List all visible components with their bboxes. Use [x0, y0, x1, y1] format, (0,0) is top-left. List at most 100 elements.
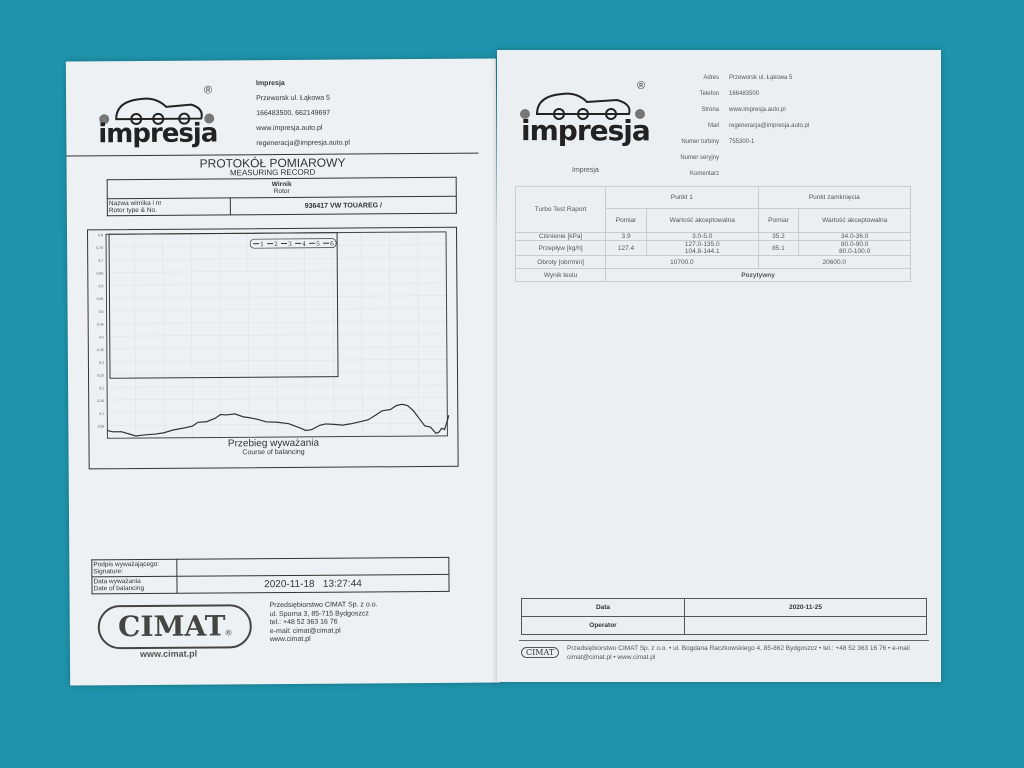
- cars-icon: [520, 92, 645, 120]
- result-value: Pozytywny: [605, 268, 911, 282]
- cell: 3.9: [605, 232, 647, 241]
- data-point: [225, 414, 227, 416]
- cell: 34.0-36.0: [798, 232, 911, 241]
- info-key: Numer seryjny: [680, 155, 719, 161]
- y-tick-label: 0,3: [99, 361, 104, 365]
- registered-mark: ®: [225, 628, 232, 638]
- y-tick-label: 0,45: [97, 323, 104, 327]
- accepted-header: Wartość akceptowalna: [645, 208, 759, 233]
- cimat-line: ul. Sporna 3, 85-715 Bydgoszcz: [269, 609, 369, 618]
- info-value: Przeworsk ul. Łąkowa 5: [729, 75, 793, 81]
- y-tick-label: 0,05: [98, 424, 105, 428]
- grid-line: [247, 233, 250, 438]
- rotor-table: Wirnik Rotor Nazwa wirnika i nr Rotor type…: [106, 176, 457, 217]
- inset-box: [108, 232, 339, 379]
- cimat-logo: CIMAT: [521, 647, 560, 658]
- info-key: Mail: [707, 123, 719, 129]
- data-point: [197, 421, 199, 423]
- data-point: [183, 427, 185, 429]
- cimat-web: www.cimat.pl: [139, 648, 198, 660]
- y-tick-label: 0,15: [97, 399, 104, 403]
- cell: 80.0-90.0 80.0-100.0: [798, 240, 911, 256]
- data-point: [107, 430, 108, 431]
- data-point: [412, 410, 414, 411]
- y-tick-label: 0,4: [99, 335, 104, 339]
- company-email: regeneracja@impresja.auto.pl: [256, 139, 350, 148]
- data-point: [311, 429, 312, 430]
- data-point: [342, 424, 343, 426]
- data-point: [325, 423, 326, 425]
- info-key: Strona: [701, 107, 719, 113]
- footer-table: Data 2020-11-25 Operator: [521, 598, 927, 635]
- footer-text: cimat@cimat.pl • www.cimat.pl: [567, 654, 656, 661]
- legend-entry: 6: [330, 241, 334, 248]
- data-point: [172, 429, 173, 431]
- data-point: [319, 424, 321, 426]
- data-point: [350, 423, 352, 425]
- data-point: [444, 429, 445, 430]
- date-value: 2020-11-18 13:27:44: [176, 574, 450, 594]
- company-caption: Impresja: [572, 167, 599, 174]
- cimat-logo-text: CIMAT: [118, 609, 226, 644]
- grid-line: [389, 232, 392, 437]
- series-line: [107, 403, 450, 437]
- accepted-header: Wartość akceptowalna: [798, 208, 911, 233]
- turbo-test-report-sheet: impresja ® Impresja Adres Przeworsk ul. Ł…: [497, 50, 941, 682]
- grid-line: [332, 232, 335, 437]
- data-point: [430, 426, 431, 428]
- data-point: [288, 423, 289, 425]
- data-point: [234, 413, 236, 415]
- data-point: [206, 421, 207, 423]
- chart-subtitle: Course of balancing: [242, 448, 305, 457]
- registered-mark: ®: [637, 80, 646, 92]
- cell: 35.2: [757, 232, 800, 241]
- cimat-address: Przedsiębiorstwo CIMAT Sp. z o.o. ul. Sp…: [270, 601, 378, 644]
- data-point: [401, 403, 403, 405]
- y-tick-label: 0,6: [99, 284, 104, 288]
- operator-value: [684, 616, 927, 635]
- data-point: [441, 427, 443, 429]
- data-point: [390, 409, 391, 410]
- data-point: [299, 427, 301, 429]
- date-label: Data: [521, 598, 685, 617]
- cell: 127.4: [605, 240, 647, 256]
- date-label-en: Date of balancing: [93, 584, 145, 593]
- grid-line: [360, 232, 363, 437]
- info-value: regeneracja@impresja.auto.pl: [729, 123, 810, 129]
- rotor-label-en: Rotor type & No.: [108, 206, 157, 215]
- y-tick-label: 0,8: [98, 233, 103, 237]
- info-row: Komentarz: [647, 166, 809, 182]
- data-point: [438, 431, 440, 433]
- y-tick-label: 0,75: [96, 246, 103, 250]
- info-row: Mail regeneracja@impresja.auto.pl: [647, 118, 809, 134]
- y-tick-label: 0,25: [97, 373, 104, 377]
- info-row: Adres Przeworsk ul. Łąkowa 5: [647, 70, 809, 86]
- grid-line: [134, 234, 137, 439]
- measuring-record-sheet: impresja ® Impresja Przeworsk ul. Łąkowa…: [65, 58, 501, 686]
- cell: 3.0-5.0: [645, 232, 759, 241]
- measure-header: Pomiar: [757, 208, 800, 233]
- legend-entry: 5: [316, 241, 320, 248]
- company-address: Przeworsk ul. Łąkowa 5: [256, 94, 331, 103]
- data-point: [395, 405, 397, 406]
- divider: [519, 640, 929, 641]
- info-row: Numer seryjny: [647, 150, 809, 166]
- data-point: [305, 430, 307, 431]
- date-value: 2020-11-25: [684, 598, 927, 617]
- data-point: [277, 421, 278, 423]
- data-point: [243, 416, 244, 418]
- data-point: [135, 435, 137, 437]
- company-web: www.impresja.auto.pl: [256, 124, 323, 133]
- data-point: [424, 425, 426, 427]
- data-point: [362, 420, 363, 422]
- data-point: [265, 421, 267, 423]
- data-point: [129, 433, 131, 435]
- operator-label: Operator: [521, 616, 685, 635]
- data-point: [192, 425, 193, 427]
- data-point: [435, 433, 437, 434]
- closing-point-header: Punkt zamknięcia: [757, 186, 912, 209]
- data-point: [333, 424, 335, 425]
- data-point: [407, 405, 408, 406]
- balancing-chart-frame: 0,05 0,1 0,15 0,2 0,25 0,3 0,35 0,4 0,45 0,5 0,55 0…: [86, 226, 459, 470]
- legend-entry: 2: [274, 241, 278, 248]
